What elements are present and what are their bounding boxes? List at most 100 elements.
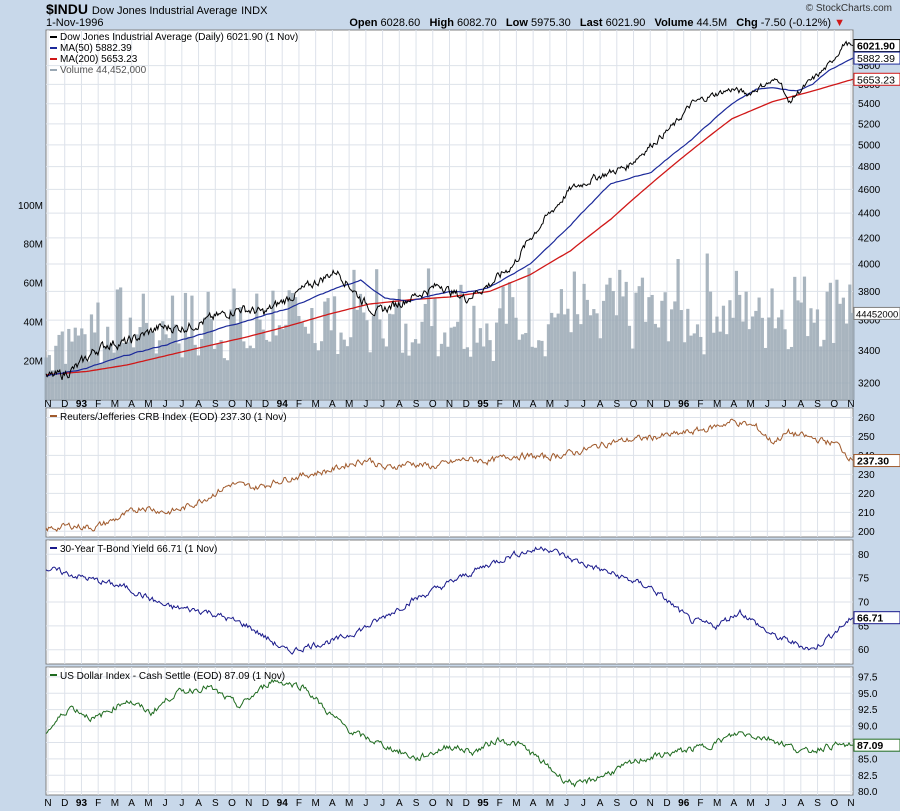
volume-bar (63, 363, 68, 400)
volume-bar (802, 276, 807, 400)
volume-bar (375, 269, 379, 400)
volume-bar (213, 348, 217, 400)
symbol-header: $INDU Dow Jones Industrial Average INDX (46, 1, 267, 17)
x-tick-label: J (765, 798, 770, 809)
x-tick-label-mid: S (212, 399, 219, 410)
quote-bar: Open 6028.60 High 6082.70 Low 5975.30 La… (349, 17, 845, 29)
volume-bar (832, 342, 836, 400)
last-tag-ma50: 5882.39 (857, 53, 895, 65)
volume-bar (663, 292, 667, 400)
volume-bar (540, 340, 544, 400)
volume-bar (744, 291, 748, 400)
x-tick-label: N (847, 798, 854, 809)
volume-bar (731, 317, 735, 400)
volume-bar (806, 336, 810, 400)
volume-bar (828, 282, 833, 400)
x-tick-label: S (814, 798, 821, 809)
volume-bar (235, 323, 239, 400)
volume-bar (449, 327, 453, 400)
volume-bar (614, 315, 619, 400)
volume-bar (144, 322, 149, 400)
credit[interactable]: © StockCharts.com (805, 3, 892, 14)
volume-bar (177, 343, 181, 400)
bond-line (45, 546, 854, 655)
volume-bar (715, 316, 719, 400)
volume-bar (316, 350, 320, 400)
x-tick-label-mid: J (163, 399, 168, 410)
x-tick-label-mid: D (463, 399, 470, 410)
volume-bar (216, 343, 220, 400)
price-ytick-label: 3400 (858, 346, 881, 357)
volume-bar (501, 286, 505, 400)
x-tick-label-mid: N (245, 399, 252, 410)
volume-bar (679, 310, 683, 400)
x-tick-label: J (782, 798, 787, 809)
chg-label: Chg (736, 17, 758, 29)
x-tick-label: O (228, 798, 236, 809)
volume-bar (232, 288, 236, 400)
volume-bar (851, 312, 855, 400)
volume-bar (125, 342, 129, 400)
volume-bar (718, 331, 722, 400)
x-tick-label-mid: J (380, 399, 385, 410)
volume-bar (290, 292, 295, 400)
price-ytick-label: 4400 (858, 209, 881, 220)
volume-bar (300, 322, 304, 400)
x-tick-label-mid: F (95, 399, 101, 410)
volume-bar (391, 314, 395, 400)
volume-axis-label: 40M (24, 318, 43, 329)
volume-bar (592, 309, 596, 400)
volume-bar (310, 308, 314, 400)
volume-bar (452, 326, 457, 400)
volume-bar (507, 282, 512, 400)
volume-bar (420, 321, 424, 400)
volume-bar (576, 314, 580, 400)
x-tick-label: A (195, 798, 202, 809)
volume-bar (362, 312, 366, 400)
volume-bar (708, 291, 713, 400)
bond-ytick-label: 75 (858, 574, 870, 585)
volume-bar (657, 327, 661, 400)
volume-bar (504, 323, 508, 400)
volume-bar (60, 331, 64, 400)
open-value: 6028.60 (380, 17, 421, 29)
volume-bar (670, 309, 674, 400)
last-value: 6021.90 (605, 17, 646, 29)
volume-bar (47, 355, 51, 400)
volume-bar (634, 292, 638, 400)
legend-dow: Dow Jones Industrial Average (Daily) 602… (60, 32, 298, 43)
volume-bar (786, 349, 790, 400)
x-tick-label: M (345, 798, 353, 809)
dollar-ytick-label: 80.0 (858, 787, 878, 798)
volume-bar (734, 270, 739, 400)
x-tick-label-mid: A (195, 399, 202, 410)
x-tick-label-mid: A (329, 399, 336, 410)
x-tick-label-mid: A (597, 399, 604, 410)
x-tick-label-mid: N (44, 399, 51, 410)
volume-bar (251, 348, 256, 400)
dollar-line (45, 678, 853, 788)
volume-axis-label: 60M (24, 279, 43, 290)
volume-bar (339, 332, 343, 400)
volume-bar (618, 269, 622, 400)
crb-last-tag-box (853, 454, 900, 468)
dollar-ytick-label: 97.5 (858, 672, 878, 683)
x-tick-label-mid: F (296, 399, 302, 410)
volume-bar (848, 284, 852, 400)
volume-bar (378, 319, 382, 400)
x-tick-label-mid: O (830, 399, 838, 410)
x-tick-label: 95 (477, 798, 489, 809)
volume-bar (242, 341, 246, 400)
volume-bar (174, 324, 178, 400)
dollar-ytick-label: 85.0 (858, 754, 878, 765)
volume-bar (436, 356, 440, 400)
volume-bar (106, 326, 110, 400)
x-tick-label-mid: D (61, 399, 68, 410)
volume-bar (99, 363, 103, 400)
x-tick-label: N (647, 798, 654, 809)
x-tick-label: J (380, 798, 385, 809)
volume-bar (271, 290, 275, 400)
volume-bar (783, 329, 787, 400)
x-tick-label-mid: 96 (678, 399, 690, 410)
volume-bar (601, 300, 606, 400)
